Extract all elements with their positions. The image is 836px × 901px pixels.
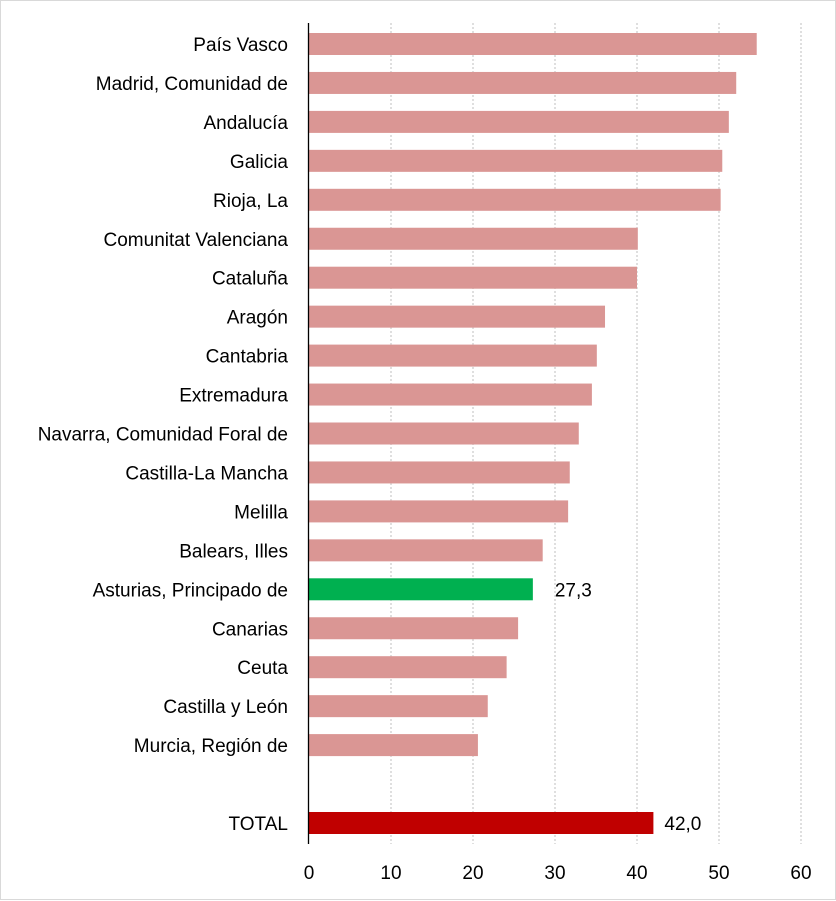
category-label: Balears, Illes — [179, 541, 288, 562]
bar — [309, 422, 579, 445]
category-label: Extremadura — [179, 386, 288, 407]
bar — [309, 33, 757, 55]
category-label: País Vasco — [193, 35, 288, 56]
category-label: Castilla y León — [163, 697, 288, 718]
bar — [309, 227, 638, 250]
category-label: Andalucía — [203, 113, 288, 134]
category-label: Madrid, Comunidad de — [96, 74, 288, 95]
category-label: Cataluña — [212, 269, 288, 290]
category-label: Rioja, La — [213, 191, 288, 212]
category-label: Ceuta — [237, 658, 288, 679]
x-tick-label: 60 — [790, 863, 811, 884]
x-tick-label: 10 — [380, 863, 401, 884]
x-tick-label: 40 — [626, 863, 647, 884]
category-label: Navarra, Comunidad Foral de — [38, 425, 288, 446]
bar — [309, 539, 543, 562]
bar — [309, 188, 721, 211]
x-tick-label: 0 — [304, 863, 315, 884]
x-tick-label: 50 — [708, 863, 729, 884]
total-bar — [309, 812, 654, 834]
category-label: Asturias, Principado de — [93, 580, 288, 601]
category-label: Canarias — [212, 619, 288, 640]
category-label: Melilla — [234, 502, 288, 523]
bar — [309, 500, 569, 523]
bar — [309, 578, 533, 601]
data-label: 27,3 — [555, 580, 592, 601]
bar — [309, 461, 570, 484]
bar — [309, 617, 519, 640]
category-label: Galicia — [230, 152, 289, 173]
category-label: Murcia, Región de — [134, 736, 288, 757]
bar — [309, 110, 729, 133]
bar — [309, 344, 597, 367]
bar — [309, 305, 606, 328]
category-label: Aragón — [227, 308, 288, 329]
x-tick-label: 30 — [544, 863, 565, 884]
data-label: 42,0 — [664, 814, 701, 835]
bar — [309, 149, 723, 172]
bar — [309, 695, 488, 718]
bar — [309, 266, 637, 289]
category-label: Cantabria — [206, 347, 289, 368]
category-label: TOTAL — [229, 814, 288, 835]
bar — [309, 383, 592, 406]
bar — [309, 734, 478, 757]
x-tick-label: 20 — [462, 863, 483, 884]
category-label: Comunitat Valenciana — [104, 230, 289, 251]
bar — [309, 656, 507, 679]
category-label: Castilla-La Mancha — [125, 463, 288, 484]
bar — [309, 71, 737, 94]
